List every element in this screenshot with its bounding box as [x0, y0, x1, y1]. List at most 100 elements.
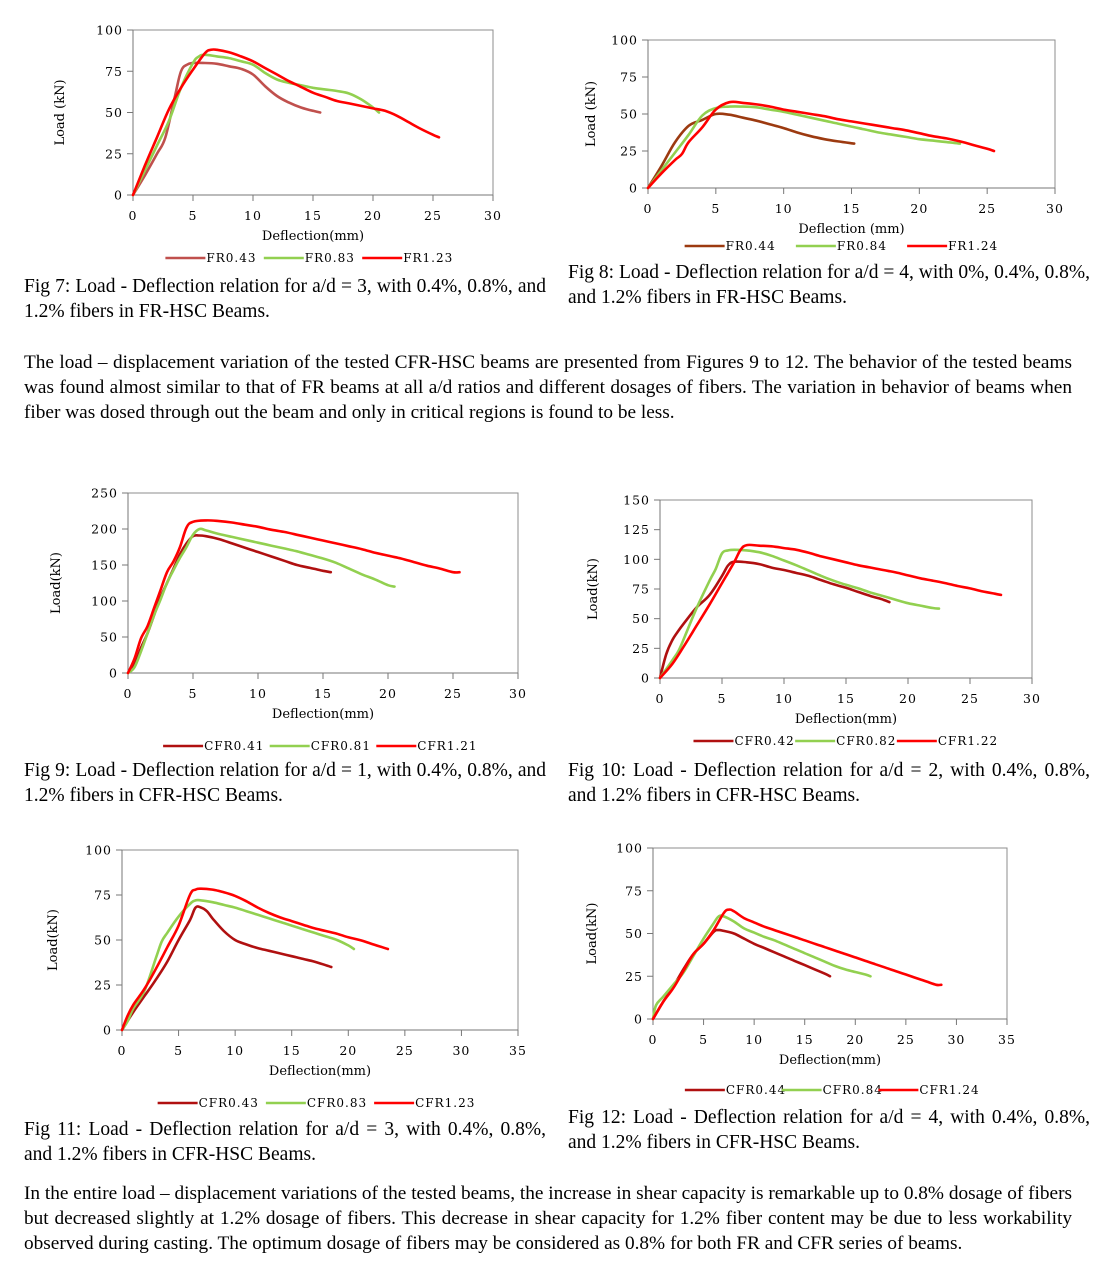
x-tick-label: 0	[118, 1043, 127, 1058]
chart-fig10: 0 25 50 75 100 125 150 0 5 10 15 20 25 30 Deflection(m…	[586, 493, 1041, 749]
caption-fig7: Fig 7: Load - Deflection relation for a/…	[24, 276, 546, 322]
x-tick-label: 20	[910, 201, 928, 216]
x-tick-label: 20	[364, 208, 382, 223]
y-tick-label: 50	[105, 105, 123, 120]
y-tick-label: 125	[623, 522, 650, 537]
y-tick-label: 100	[85, 843, 112, 858]
legend-label: CFR0.41	[204, 739, 264, 753]
y-tick-label: 150	[91, 558, 118, 573]
body-paragraph-2: In the entire load – displacement variat…	[24, 1183, 1072, 1254]
y-tick-label: 100	[96, 23, 123, 38]
legend-label: FR0.43	[206, 251, 256, 265]
x-tick-label: 15	[837, 691, 855, 706]
y-tick-label: 250	[91, 486, 118, 501]
x-tick-label: 15	[304, 208, 322, 223]
y-tick-label: 75	[632, 582, 650, 597]
y-tick-label: 50	[620, 107, 638, 122]
series-line-fr0-44	[646, 112, 856, 190]
x-tick-label: 25	[396, 1043, 414, 1058]
x-axis-label: Deflection(mm)	[779, 1053, 881, 1068]
y-tick-label: 0	[103, 1023, 112, 1038]
y-tick-label: 75	[105, 64, 123, 79]
y-axis-label: Load (kN)	[584, 81, 599, 147]
y-tick-label: 50	[632, 611, 650, 626]
x-tick-label: 30	[1023, 691, 1041, 706]
x-tick-label: 15	[314, 686, 332, 701]
y-tick-label: 0	[634, 1012, 643, 1027]
x-tick-label: 20	[846, 1032, 864, 1047]
y-tick-label: 150	[623, 493, 650, 508]
y-tick-label: 0	[641, 671, 650, 686]
y-tick-label: 0	[114, 188, 123, 203]
x-tick-label: 15	[796, 1032, 814, 1047]
y-tick-label: 0	[109, 666, 118, 681]
x-tick-label: 25	[897, 1032, 915, 1047]
legend-label: CFR0.83	[307, 1096, 367, 1110]
x-tick-label: 0	[124, 686, 133, 701]
x-axis-label: Deflection (mm)	[798, 222, 904, 237]
x-tick-label: 10	[226, 1043, 244, 1058]
legend-label: CFR1.21	[417, 739, 477, 753]
series-line-fr0-83	[131, 53, 381, 197]
series-line-cfr0-83	[120, 898, 356, 1032]
x-tick-label: 35	[998, 1032, 1016, 1047]
legend-label: FR0.83	[305, 251, 355, 265]
legend-label: CFR0.84	[823, 1083, 883, 1097]
x-tick-label: 25	[961, 691, 979, 706]
series-line-cfr0-44	[651, 928, 832, 1021]
chart-fig7: 0 25 50 75 100 0 5 10 15 20 25 30 Deflection(mm) Load…	[53, 23, 502, 266]
legend-label: FR0.44	[726, 239, 776, 253]
x-tick-label: 0	[644, 201, 653, 216]
y-tick-label: 75	[625, 883, 643, 898]
x-tick-label: 30	[509, 686, 527, 701]
series-line-fr0-84	[646, 105, 962, 190]
x-tick-label: 15	[283, 1043, 301, 1058]
x-axis-label: Deflection(mm)	[269, 1064, 371, 1079]
y-tick-label: 100	[611, 33, 638, 48]
x-tick-label: 30	[947, 1032, 965, 1047]
x-tick-label: 5	[189, 686, 198, 701]
x-tick-label: 10	[745, 1032, 763, 1047]
x-tick-label: 20	[339, 1043, 357, 1058]
y-tick-label: 100	[91, 594, 118, 609]
body-paragraph-1: The load – displacement variation of the…	[24, 352, 1072, 423]
y-tick-label: 0	[629, 181, 638, 196]
x-tick-label: 5	[174, 1043, 183, 1058]
series-line-cfr1-21	[126, 519, 461, 675]
x-tick-label: 5	[189, 208, 198, 223]
x-axis-label: Deflection(mm)	[795, 712, 897, 727]
y-tick-label: 25	[620, 144, 638, 159]
x-tick-label: 10	[775, 691, 793, 706]
legend-label: CFR0.82	[836, 734, 896, 748]
caption-fig11: Fig 11: Load - Deflection relation for a…	[24, 1119, 546, 1165]
x-tick-label: 25	[424, 208, 442, 223]
series-line-fr0-43	[131, 61, 322, 197]
x-tick-label: 15	[843, 201, 861, 216]
legend-label: CFR0.43	[199, 1096, 259, 1110]
y-tick-label: 25	[632, 641, 650, 656]
y-tick-label: 100	[616, 841, 643, 856]
caption-fig9: Fig 9: Load - Deflection relation for a/…	[24, 760, 546, 806]
x-tick-label: 20	[379, 686, 397, 701]
x-tick-label: 10	[775, 201, 793, 216]
x-axis-label: Deflection(mm)	[272, 707, 374, 722]
y-tick-label: 75	[94, 888, 112, 903]
y-axis-label: Load(kN)	[46, 909, 61, 971]
caption-fig10: Fig 10: Load - Deflection relation for a…	[568, 760, 1090, 806]
chart-fig8: 0 25 50 75 100 0 5 10 15 20 25 30 Deflection (mm) Loa…	[584, 33, 1063, 254]
x-tick-label: 30	[452, 1043, 470, 1058]
x-tick-label: 30	[484, 208, 502, 223]
y-tick-label: 50	[625, 926, 643, 941]
x-tick-label: 5	[718, 691, 727, 706]
y-tick-label: 200	[91, 522, 118, 537]
x-tick-label: 35	[509, 1043, 527, 1058]
caption-fig12: Fig 12: Load - Deflection relation for a…	[568, 1107, 1090, 1153]
chart-fig9: 0 50 100 150 200 250 0 5 10 15 20 25 30 Deflection(mm…	[49, 486, 527, 754]
chart-fig12: 0 25 50 75 100 0 5 10 15 20 25 30 35 Deflection(mm) Lo…	[585, 841, 1016, 1098]
legend-label: CFR0.44	[726, 1083, 786, 1097]
series-line-fr1-24	[646, 100, 996, 190]
x-tick-label: 5	[711, 201, 720, 216]
legend-label: CFR1.22	[938, 734, 998, 748]
caption-fig8: Fig 8: Load - Deflection relation for a/…	[568, 262, 1090, 308]
series-line-cfr0-81	[126, 527, 396, 675]
